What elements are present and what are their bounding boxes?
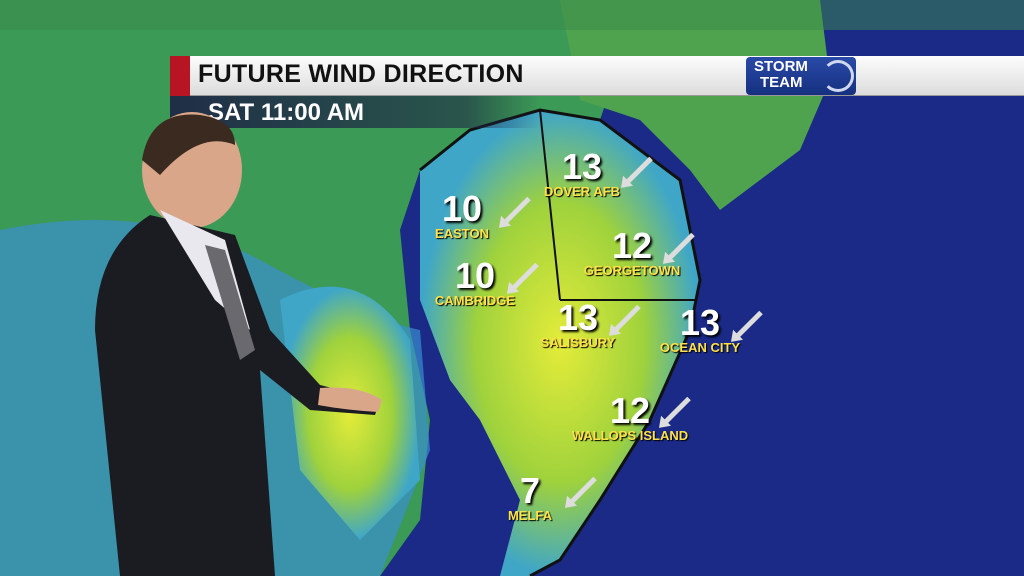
wind-speed: 13 — [679, 302, 721, 343]
title-banner: FUTURE WIND DIRECTION — [170, 56, 1024, 96]
wind-speed: 10 — [454, 255, 496, 296]
city-name: OCEAN CITY — [659, 340, 741, 355]
city-name: CAMBRIDGE — [434, 293, 516, 308]
land-north — [560, 0, 830, 210]
delmarva — [420, 110, 700, 576]
storm-swirl-icon — [822, 60, 854, 92]
city-wallops-island: 12 WALLOPS ISLAND — [571, 390, 689, 444]
city-ocean-city: 13 OCEAN CITY — [659, 302, 741, 356]
wind-speed: 10 — [441, 188, 483, 229]
forecast-time: SAT 11:00 AM — [208, 99, 365, 126]
wind-speed: 7 — [519, 470, 541, 511]
storm-team-logo: STORM TEAM — [746, 57, 856, 95]
city-name: MELFA — [507, 508, 553, 523]
banner-title: FUTURE WIND DIRECTION — [198, 60, 524, 88]
city-cambridge: 10 CAMBRIDGE — [434, 255, 516, 309]
city-melfa: 7 MELFA — [507, 470, 553, 524]
wind-speed: 13 — [557, 297, 599, 338]
city-dover-afb: 13 DOVER AFB — [543, 146, 621, 200]
wind-speed: 12 — [609, 390, 651, 431]
city-salisbury: 13 SALISBURY — [540, 297, 616, 351]
city-easton: 10 EASTON — [435, 188, 489, 242]
wind-speed: 13 — [561, 146, 603, 187]
time-banner: SAT 11:00 AM — [170, 96, 540, 128]
city-name: DOVER AFB — [543, 184, 621, 199]
banner-accent — [170, 56, 190, 96]
city-name: WALLOPS ISLAND — [571, 428, 689, 443]
city-name: SALISBURY — [540, 335, 616, 350]
city-name: EASTON — [435, 226, 489, 241]
city-name: GEORGETOWN — [583, 263, 681, 278]
presenter — [95, 112, 382, 576]
logo-line2: TEAM — [760, 74, 803, 91]
logo-line1: STORM — [754, 58, 808, 75]
wind-speed: 12 — [611, 225, 653, 266]
city-georgetown: 12 GEORGETOWN — [583, 225, 681, 279]
